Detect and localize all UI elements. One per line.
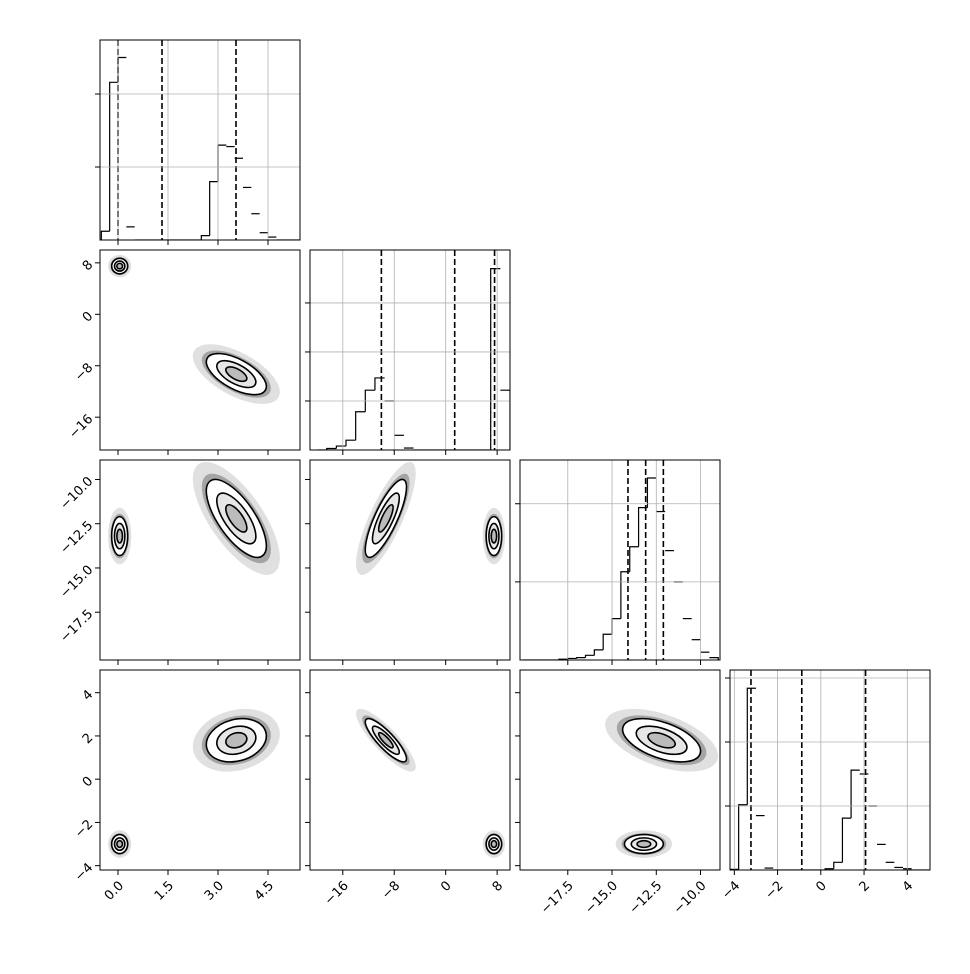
hist-bin bbox=[200, 235, 210, 240]
x-tick-label: −15.0 bbox=[582, 878, 621, 917]
x-tick-label: 4 bbox=[900, 878, 916, 894]
x-tick-label: 0 bbox=[813, 878, 829, 894]
x-tick-label: −10.0 bbox=[671, 878, 710, 917]
hist-bin bbox=[117, 56, 127, 83]
contour bbox=[225, 503, 248, 533]
x-tick-label: 0.0 bbox=[102, 878, 127, 903]
panel-frame bbox=[309, 459, 511, 661]
panel-content bbox=[108, 254, 280, 404]
panel-frame bbox=[519, 459, 721, 661]
hist-bin bbox=[738, 804, 748, 870]
hist-bin bbox=[335, 445, 347, 449]
y-tick-label: 2 bbox=[80, 731, 96, 747]
hist-bin bbox=[646, 477, 657, 508]
hist-bin bbox=[345, 439, 356, 447]
hist-bin bbox=[850, 769, 860, 819]
hist-bin bbox=[611, 617, 621, 635]
hist-bin bbox=[490, 268, 501, 450]
y-tick-label: 0 bbox=[80, 309, 96, 325]
hist-bin bbox=[355, 411, 366, 441]
hist-bin bbox=[217, 144, 227, 182]
x-tick-label: 8 bbox=[490, 878, 506, 894]
hist-bin bbox=[500, 389, 510, 450]
hist-bin bbox=[209, 181, 218, 236]
contour bbox=[636, 839, 652, 849]
hist-bin bbox=[730, 868, 739, 870]
panel-frame bbox=[99, 669, 301, 871]
hist-bin bbox=[602, 633, 613, 650]
contour bbox=[116, 262, 124, 270]
y-tick-label: −12.5 bbox=[58, 518, 97, 557]
hist-bin bbox=[567, 657, 577, 660]
panel-content bbox=[730, 670, 929, 870]
hist-bin bbox=[364, 389, 375, 412]
x-tick-label: 0 bbox=[438, 878, 454, 894]
hist-bin bbox=[109, 81, 118, 232]
x-tick-label: −12.5 bbox=[627, 878, 666, 917]
y-tick-label: 4 bbox=[80, 687, 96, 703]
hist-bin bbox=[584, 654, 595, 658]
x-tick-label: −2 bbox=[762, 878, 786, 902]
y-tick-label: −8 bbox=[72, 360, 96, 384]
x-tick-label: −4 bbox=[719, 878, 743, 902]
x-tick-label: −16 bbox=[322, 878, 352, 908]
x-tick-label: 2 bbox=[857, 878, 873, 894]
x-tick-label: 4.5 bbox=[252, 878, 277, 903]
y-tick-label: −16 bbox=[66, 412, 96, 442]
contour bbox=[490, 528, 498, 544]
panel-content bbox=[356, 708, 506, 858]
panel-frame bbox=[99, 39, 301, 241]
hist-bin bbox=[593, 649, 604, 656]
x-tick-label: 3.0 bbox=[202, 878, 227, 903]
contour bbox=[225, 366, 248, 383]
panel-frame bbox=[729, 669, 931, 871]
hist-bin bbox=[629, 546, 639, 572]
hist-bin bbox=[637, 507, 648, 547]
hist-bin bbox=[620, 571, 630, 619]
contour bbox=[377, 731, 394, 749]
panel-content bbox=[605, 708, 719, 858]
x-tick-label: −17.5 bbox=[538, 878, 577, 917]
contour bbox=[490, 839, 498, 849]
hist-bin bbox=[833, 861, 843, 869]
panel-content bbox=[356, 461, 506, 575]
hist-bin bbox=[100, 230, 110, 240]
panel-content bbox=[523, 460, 719, 660]
y-tick-label: −10.0 bbox=[58, 474, 97, 513]
hist-bin bbox=[709, 657, 719, 660]
panel-frame bbox=[99, 249, 301, 451]
contour bbox=[116, 528, 124, 544]
hist-bin bbox=[746, 687, 756, 805]
panel-frame bbox=[309, 669, 511, 871]
panel-content bbox=[317, 250, 510, 450]
y-tick-label: −15.0 bbox=[58, 563, 97, 602]
x-tick-label: 1.5 bbox=[152, 878, 177, 903]
hist-bin bbox=[374, 377, 385, 391]
contour bbox=[377, 503, 394, 533]
contour bbox=[225, 731, 248, 749]
contour bbox=[647, 731, 677, 749]
x-tick-label: −8 bbox=[379, 878, 403, 902]
contour bbox=[116, 839, 124, 849]
y-tick-label: −4 bbox=[72, 860, 96, 884]
panel-frame bbox=[519, 669, 721, 871]
hist-bin bbox=[841, 817, 852, 863]
panel-frame bbox=[99, 459, 301, 661]
hist-bin bbox=[576, 657, 586, 659]
y-tick-label: 0 bbox=[80, 774, 96, 790]
panel-frame bbox=[309, 249, 511, 451]
y-tick-label: 8 bbox=[80, 258, 96, 274]
panel-content bbox=[108, 461, 280, 575]
y-tick-label: −2 bbox=[72, 817, 96, 841]
panel-content bbox=[108, 708, 280, 858]
panel-content bbox=[100, 40, 300, 240]
y-tick-label: −17.5 bbox=[58, 607, 97, 646]
